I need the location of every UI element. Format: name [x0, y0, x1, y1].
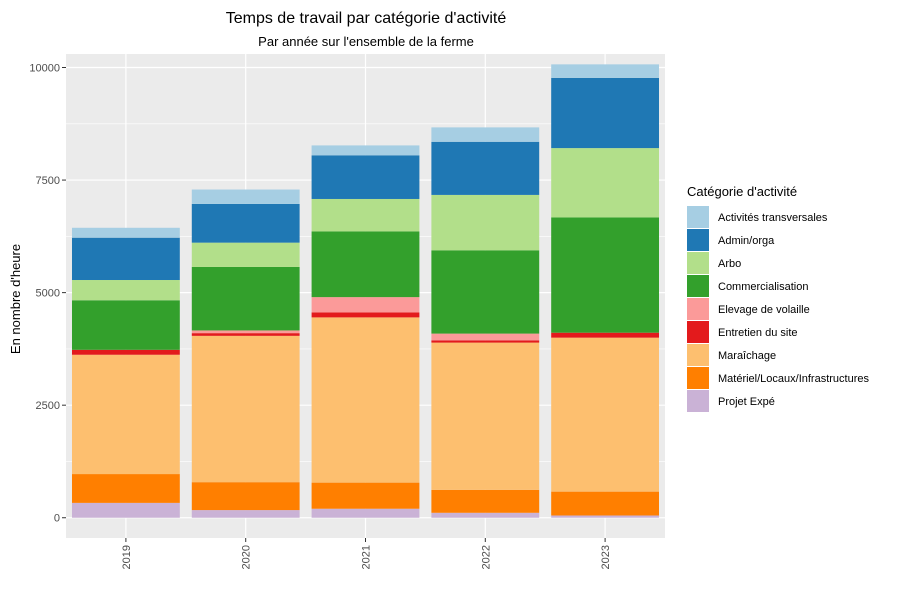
bar-segment: [71, 502, 180, 518]
legend-key: [687, 298, 709, 320]
legend-label: Admin/orga: [718, 235, 775, 247]
bar-segment: [191, 330, 300, 334]
x-tick-label: 2023: [600, 545, 612, 569]
legend-label: Entretien du site: [718, 327, 798, 339]
chart-subtitle: Par année sur l'ensemble de la ferme: [258, 34, 474, 49]
bar-segment: [551, 77, 660, 149]
y-tick-label: 10000: [29, 63, 60, 75]
legend-label: Elevage de volaille: [718, 304, 810, 316]
legend-title: Catégorie d'activité: [687, 184, 797, 199]
bar-segment: [311, 198, 420, 232]
legend-label: Arbo: [718, 258, 741, 270]
bar-segment: [431, 127, 540, 142]
legend-key: [687, 390, 709, 412]
x-tick-label: 2019: [121, 545, 133, 569]
bar-segment: [551, 515, 660, 518]
bar-segment: [71, 300, 180, 350]
bar-segment: [431, 141, 540, 195]
y-tick-label: 0: [54, 513, 60, 525]
legend-label: Maraîchage: [718, 350, 776, 362]
bar-segment: [191, 482, 300, 511]
bar-segment: [311, 155, 420, 199]
bar-segment: [311, 317, 420, 483]
legend-key: [687, 321, 709, 343]
bar-segment: [431, 340, 540, 343]
legend-key: [687, 344, 709, 366]
legend-key: [687, 252, 709, 274]
bar-segment: [431, 489, 540, 513]
x-axis: 2019 2020 2021 2022 2023: [121, 538, 612, 569]
bar-segment: [431, 194, 540, 251]
bar-segment: [71, 354, 180, 475]
bar-segment: [311, 231, 420, 298]
bar-segment: [551, 332, 660, 338]
legend-key: [687, 206, 709, 228]
y-tick-label: 2500: [36, 400, 60, 412]
bar-segment: [431, 342, 540, 490]
bar-segment: [71, 349, 180, 355]
bar-segment: [311, 145, 420, 156]
bar-segment: [71, 280, 180, 301]
legend-label: Commercialisation: [718, 281, 808, 293]
y-axis-label: En nombre d'heure: [8, 244, 23, 354]
bar-segment: [191, 335, 300, 483]
chart-title: Temps de travail par catégorie d'activit…: [226, 10, 507, 27]
bar-segment: [191, 203, 300, 243]
bar-segment: [71, 474, 180, 503]
legend-key: [687, 229, 709, 251]
x-tick-label: 2022: [480, 545, 492, 569]
x-tick-label: 2021: [361, 545, 373, 569]
bar-segment: [71, 237, 180, 281]
bar-segment: [311, 482, 420, 509]
bar-segment: [431, 512, 540, 518]
bar-segment: [191, 510, 300, 518]
legend-label: Projet Expé: [718, 396, 775, 408]
legend-key: [687, 275, 709, 297]
legend: Activités transversales Admin/orga Arbo Com…: [687, 206, 870, 412]
bar-segment: [191, 189, 300, 204]
bar-segment: [191, 242, 300, 267]
legend-label: Activités transversales: [718, 212, 828, 224]
bar-segment: [431, 333, 540, 341]
bar-segment: [311, 312, 420, 318]
bars: [71, 64, 660, 518]
bar-segment: [311, 297, 420, 313]
bar-segment: [71, 227, 180, 238]
legend-key: [687, 367, 709, 389]
bar-segment: [191, 266, 300, 331]
bar-segment: [191, 333, 300, 336]
legend-label: Matériel/Locaux/Infrastructures: [718, 373, 870, 385]
bar-segment: [431, 250, 540, 334]
bar-segment: [551, 491, 660, 516]
y-axis: 0 2500 5000 7500 10000: [29, 63, 66, 525]
x-tick-label: 2020: [241, 545, 253, 569]
y-tick-label: 7500: [36, 175, 60, 187]
y-tick-label: 5000: [36, 288, 60, 300]
bar-segment: [551, 64, 660, 78]
bar-segment: [551, 337, 660, 492]
bar-segment: [551, 148, 660, 218]
bar-segment: [311, 508, 420, 518]
bar-segment: [551, 217, 660, 333]
